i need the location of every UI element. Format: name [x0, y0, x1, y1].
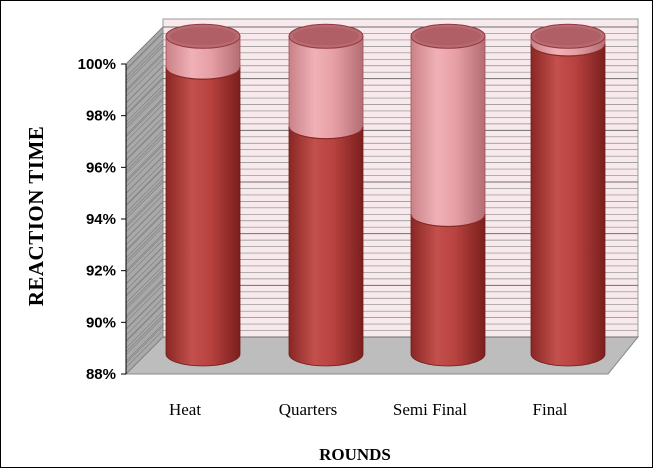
side-gridline — [125, 181, 164, 220]
side-gridline — [125, 175, 164, 213]
side-gridline — [125, 246, 164, 284]
side-gridline — [125, 136, 164, 175]
y-tick-label: 88% — [86, 366, 116, 383]
side-gridline — [125, 97, 164, 136]
side-gridline — [125, 226, 164, 265]
side-gridline — [125, 130, 164, 168]
side-gridline — [125, 194, 164, 233]
bar-segment-primary — [410, 214, 486, 367]
side-gridline — [125, 265, 164, 304]
side-gridline — [125, 26, 164, 65]
x-axis-ticks: Heat Quarters Semi Final Final — [169, 400, 568, 419]
side-gridline — [125, 201, 164, 239]
x-tick-label: Heat — [169, 400, 201, 419]
side-gridline — [125, 123, 164, 162]
side-gridline — [125, 143, 164, 181]
side-gridline — [125, 252, 164, 291]
side-gridline — [125, 317, 164, 355]
x-axis-title: ROUNDS — [319, 445, 391, 464]
side-gridline — [125, 272, 164, 310]
bar-divider — [165, 67, 241, 80]
bar-divider — [530, 43, 606, 57]
y-tick-label: 96% — [86, 159, 116, 176]
bar-segment-primary — [288, 126, 364, 367]
side-gridline — [125, 162, 164, 200]
x-tick-label: Quarters — [279, 400, 338, 419]
side-gridline — [125, 71, 164, 110]
bar-group — [288, 23, 364, 367]
bar-divider — [410, 214, 486, 228]
bar-segment-secondary — [410, 36, 486, 227]
side-gridline — [125, 149, 164, 187]
y-tick-label: 92% — [86, 263, 116, 280]
bar-segment-secondary — [288, 36, 364, 140]
y-axis-ticks: 88% 90% 92% 94% 96% 98% 100% — [78, 56, 127, 383]
side-gridline — [125, 336, 164, 375]
bar-cap-shade — [293, 27, 359, 46]
side-gridline — [125, 91, 164, 129]
side-gridline — [125, 33, 164, 71]
side-gridline — [125, 46, 164, 84]
bar-group — [530, 23, 606, 367]
side-gridline — [125, 39, 164, 78]
side-gridline — [125, 239, 164, 278]
bar-group — [165, 23, 241, 367]
side-gridline — [125, 168, 164, 207]
bars — [165, 23, 606, 367]
side-gridline — [125, 330, 164, 368]
bar-segment-primary — [165, 67, 241, 367]
side-gridline — [125, 78, 164, 116]
side-gridline — [125, 278, 164, 317]
side-gridline — [125, 220, 164, 258]
y-tick-label: 100% — [78, 56, 116, 73]
side-gridline — [125, 298, 164, 336]
x-tick-label: Final — [533, 400, 568, 419]
side-gridline — [125, 117, 164, 155]
y-tick-label: 90% — [86, 314, 116, 331]
side-gridline — [125, 65, 164, 103]
bar-group — [410, 23, 486, 367]
side-gridline — [125, 52, 164, 91]
side-gridline — [125, 104, 164, 142]
side-gridline — [125, 188, 164, 226]
side-gridline — [125, 323, 164, 362]
side-gridline — [125, 84, 164, 123]
y-axis-title: REACTION TIME — [24, 126, 48, 307]
side-gridline — [125, 214, 164, 252]
bar-segment-primary — [530, 43, 606, 367]
x-tick-label: Semi Final — [393, 400, 467, 419]
bar-divider — [288, 126, 364, 140]
side-gridline — [125, 110, 164, 149]
side-gridline — [125, 233, 164, 271]
side-gridline — [125, 207, 164, 246]
y-tick-label: 94% — [86, 211, 116, 228]
side-gridline — [125, 155, 164, 194]
side-gridline — [125, 304, 164, 342]
bar-cap-shade — [535, 27, 601, 46]
y-tick-label: 98% — [86, 108, 116, 125]
side-gridline — [125, 310, 164, 349]
side-gridline — [125, 59, 164, 97]
side-gridline — [125, 285, 164, 323]
side-gridline — [125, 291, 164, 330]
side-gridline — [125, 259, 164, 297]
bar-cap-shade — [415, 27, 481, 46]
bar-cap-shade — [170, 27, 236, 46]
